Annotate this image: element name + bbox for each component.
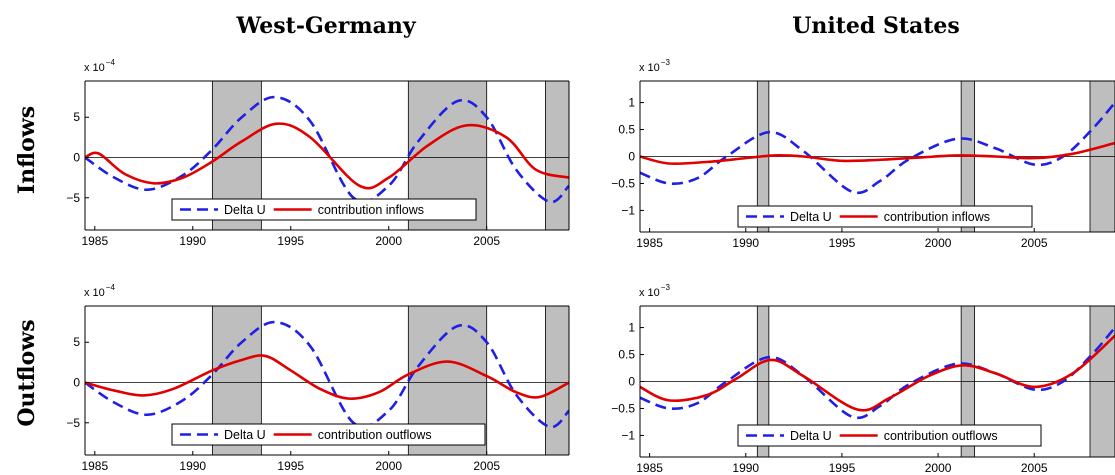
plot-area [640,306,1115,457]
axis-multiplier-exponent: −3 [661,283,671,292]
y-tick-label: −0.5 [611,401,635,415]
y-tick-label: −5 [66,416,80,430]
axis-multiplier-label: x 10 [84,287,105,299]
panel-west-germany-outflows: 1985 1990 1995 2000 2005 −5 0 5 x 10 −4 Delta U con… [66,283,570,473]
x-tick-label: 2005 [1021,461,1048,475]
x-tick-label: 2000 [375,459,402,473]
x-tick-label: 1990 [732,236,759,250]
y-tick-label: 0.5 [618,348,635,362]
legend-label-delta-u: Delta U [224,203,266,217]
axis-multiplier-label: x 10 [639,287,660,299]
x-tick-label: 1995 [277,459,304,473]
column-title-west-germany: West-Germany [235,13,416,39]
series-delta-u [640,101,1115,195]
panel-united-states-inflows: 1985 1990 1995 2000 2005 −1 −0.5 0 0.5 1 x 10 −3 Del… [611,58,1115,250]
legend-label-delta-u: Delta U [224,428,266,442]
legend-box [171,423,486,446]
x-tick-label: 1990 [179,459,206,473]
series-contribution [640,141,1115,166]
axis-multiplier-label: x 10 [84,62,105,74]
x-tick-label: 2000 [925,236,952,250]
legend: Delta U contribution outflows [171,423,486,446]
axis-multiplier-exponent: −4 [106,283,116,292]
x-tick-label: 1995 [829,236,856,250]
y-tick-label: 0 [628,150,635,164]
series-contribution [640,334,1115,412]
panel-united-states-outflows: 1985 1990 1995 2000 2005 −1 −0.5 0 0.5 1 x 10 −3 Del… [611,283,1115,475]
x-tick-label: 2000 [925,461,952,475]
y-tick-label: 0.5 [618,123,635,137]
legend-label-contribution: contribution outflows [884,429,998,443]
series-contribution [85,354,569,400]
legend-label-contribution: contribution inflows [884,210,990,224]
legend-box [171,198,477,221]
x-tick-label: 1985 [636,236,663,250]
series-contribution [85,122,569,190]
recession-band [545,81,569,230]
axis-multiplier-exponent: −4 [106,58,116,67]
y-tick-label: 5 [73,335,80,349]
legend-label-delta-u: Delta U [790,210,832,224]
x-tick-label: 2005 [473,459,500,473]
y-tick-label: 1 [628,321,635,335]
series-delta-u [85,320,569,429]
row-title-inflows: Inflows [14,106,40,194]
x-tick-label: 2005 [473,234,500,248]
y-tick-label: −0.5 [611,176,635,190]
x-tick-label: 1995 [277,234,304,248]
y-tick-label: 1 [628,96,635,110]
y-tick-label: −1 [621,428,635,442]
row-title-outflows: Outflows [14,319,40,426]
x-tick-label: 1985 [636,461,663,475]
plot-area [640,81,1115,232]
x-tick-label: 1985 [81,234,108,248]
y-tick-label: 0 [628,375,635,389]
recession-band [545,306,569,455]
legend-label-contribution: contribution outflows [318,428,432,442]
y-tick-label: 0 [73,376,80,390]
x-tick-label: 1990 [732,461,759,475]
legend: Delta U contribution outflows [737,424,1042,447]
x-tick-label: 2005 [1021,236,1048,250]
axis-multiplier-exponent: −3 [661,58,671,67]
legend: Delta U contribution inflows [171,198,477,221]
x-tick-label: 1995 [829,461,856,475]
y-tick-label: 0 [73,151,80,165]
legend: Delta U contribution inflows [737,205,1033,228]
y-tick-label: −1 [621,203,635,217]
legend-box [737,205,1033,228]
column-title-united-states: United States [792,13,960,39]
series-delta-u [640,326,1115,420]
legend-label-delta-u: Delta U [790,429,832,443]
legend-label-contribution: contribution inflows [318,203,424,217]
y-tick-label: −5 [66,191,80,205]
panel-west-germany-inflows: 1985 1990 1995 2000 2005 −5 0 5 x 10 −4 Delta U con… [66,58,570,248]
axis-multiplier-label: x 10 [639,62,660,74]
x-tick-label: 1990 [179,234,206,248]
x-tick-label: 1985 [81,459,108,473]
series-delta-u [85,95,569,204]
x-tick-label: 2000 [375,234,402,248]
y-tick-label: 5 [73,110,80,124]
legend-box [737,424,1042,447]
